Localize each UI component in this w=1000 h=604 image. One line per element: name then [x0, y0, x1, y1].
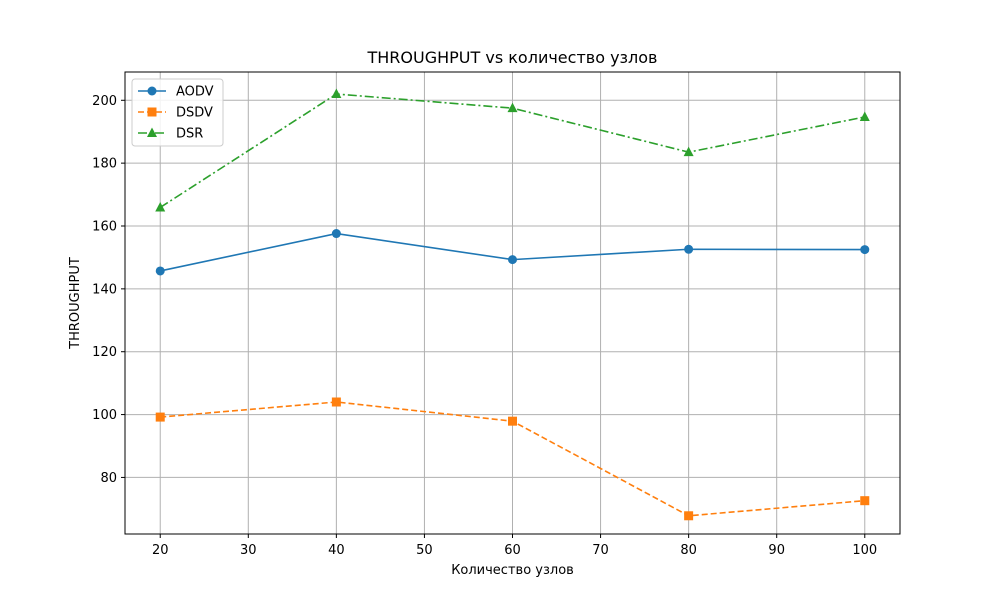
- legend-marker-dsr: [147, 127, 157, 137]
- y-tick-label: 160: [92, 220, 117, 235]
- legend-item-dsr: DSR: [138, 127, 203, 142]
- data-point-dsr: [507, 102, 518, 113]
- legend-label-dsdv: DSDV: [176, 106, 213, 121]
- data-point-dsdv: [860, 496, 870, 506]
- data-point-dsdv: [508, 416, 517, 426]
- x-axis-label: Количество узлов: [451, 563, 574, 578]
- data-point-dsdv: [155, 412, 165, 422]
- legend-label-dsr: DSR: [176, 127, 203, 142]
- legend-item-dsdv: DSDV: [138, 106, 213, 121]
- y-tick-label: 200: [92, 94, 117, 109]
- chart-title: THROUGHPUT vs количество узлов: [367, 48, 658, 67]
- grid: [125, 72, 900, 534]
- series-aodv: [155, 229, 870, 276]
- y-tick-label: 180: [92, 157, 117, 172]
- y-tick-label: 140: [92, 282, 117, 297]
- x-tick-label: 40: [328, 543, 345, 558]
- data-point-dsr: [683, 146, 694, 157]
- legend-marker-aodv: [147, 86, 157, 96]
- x-tick-label: 20: [152, 543, 169, 558]
- series-dsdv: [155, 397, 870, 521]
- data-point-dsr: [331, 88, 342, 98]
- x-tick-label: 90: [768, 543, 785, 558]
- x-tick-label: 60: [504, 543, 521, 558]
- data-point-aodv: [155, 266, 165, 276]
- data-point-dsr: [155, 201, 166, 212]
- data-point-aodv: [860, 245, 870, 255]
- x-tick-label: 80: [680, 543, 697, 558]
- y-tick-label: 80: [100, 471, 117, 486]
- series-dsr: [155, 88, 870, 212]
- series-group: [155, 88, 870, 521]
- x-tick-label: 30: [240, 543, 257, 558]
- legend-label-aodv: AODV: [176, 85, 214, 100]
- data-point-dsr: [859, 111, 870, 121]
- x-tick-label: 100: [852, 543, 877, 558]
- legend: AODV DSDV DSR: [131, 78, 224, 147]
- legend-item-aodv: AODV: [138, 85, 214, 100]
- data-point-aodv: [331, 229, 341, 239]
- data-point-aodv: [508, 255, 517, 265]
- x-tick-label: 70: [592, 543, 609, 558]
- data-point-aodv: [684, 244, 694, 254]
- legend-box: [131, 78, 224, 147]
- axis-ticks: 20 30 40 50 60 70 80 90 100 80 100 120 140 160 180 200: [92, 94, 877, 558]
- y-axis-label: THROUGHPUT: [68, 257, 83, 350]
- data-point-dsdv: [684, 511, 694, 521]
- data-point-dsdv: [331, 397, 341, 407]
- y-tick-label: 100: [92, 408, 117, 423]
- y-tick-label: 120: [92, 345, 117, 360]
- legend-marker-dsdv: [147, 107, 157, 117]
- x-tick-label: 50: [416, 543, 433, 558]
